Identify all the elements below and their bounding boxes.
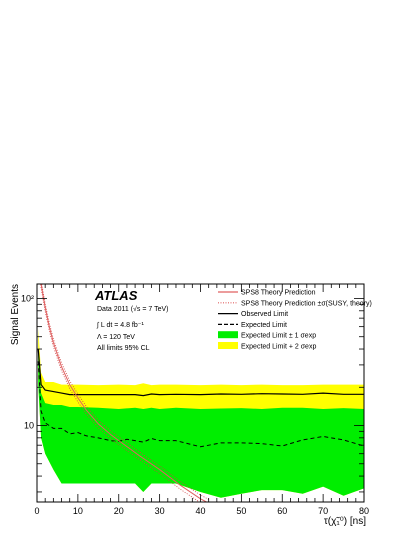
info-line: Λ = 120 TeV (97, 334, 135, 341)
info-line: Data 2011 (√s = 7 TeV) (97, 305, 168, 313)
x-axis-title: τ(χ̃₁⁰) [ns] (324, 516, 366, 527)
x-tick-label: 60 (277, 506, 287, 516)
theory-upper-line (41, 284, 209, 500)
x-tick-label: 30 (155, 506, 165, 516)
legend: SPS8 Theory Prediction SPS8 Theory Predic… (218, 290, 372, 351)
y-tick-label: 10 (24, 421, 34, 431)
legend-label: SPS8 Theory Prediction ±σ(SUSY, theory) (241, 300, 372, 307)
x-axis: 0 10 20 30 40 50 60 70 80 (34, 284, 369, 516)
legend-label: Expected Limit + 2 σexp (241, 344, 316, 351)
x-tick-label: 10 (73, 506, 83, 516)
legend-label: SPS8 Theory Prediction (241, 290, 316, 297)
x-tick-label: 80 (359, 506, 369, 516)
expected-bands (38, 328, 364, 498)
expected-1sigma-band (38, 349, 364, 498)
limit-lines (37, 284, 364, 502)
legend-swatch (218, 342, 238, 349)
x-tick-label: 50 (236, 506, 246, 516)
legend-label: Expected Limit (241, 322, 287, 329)
x-tick-label: 40 (195, 506, 205, 516)
legend-label: Observed Limit (241, 311, 288, 318)
legend-swatch (218, 331, 238, 339)
x-tick-label: 70 (318, 506, 328, 516)
y-axis-title: Signal Events (10, 284, 21, 345)
y-tick-label: 10² (21, 293, 34, 303)
x-tick-label: 0 (34, 506, 39, 516)
theory-prediction-line (40, 284, 208, 502)
observed-limit-line (37, 348, 364, 397)
info-line: All limits 95% CL (97, 345, 150, 352)
run-info: Data 2011 (√s = 7 TeV) ∫ L dt = 4.8 fb⁻¹ Λ… (96, 305, 168, 352)
legend-label: Expected Limit ± 1 σexp (241, 333, 316, 340)
x-tick-label: 20 (114, 506, 124, 516)
info-line: ∫ L dt = 4.8 fb⁻¹ (96, 322, 144, 329)
expected-limit-line (37, 361, 364, 448)
atlas-label: ATLAS (94, 288, 138, 303)
theory-lower-line (40, 284, 201, 502)
y-axis: 10 10² (21, 293, 364, 493)
